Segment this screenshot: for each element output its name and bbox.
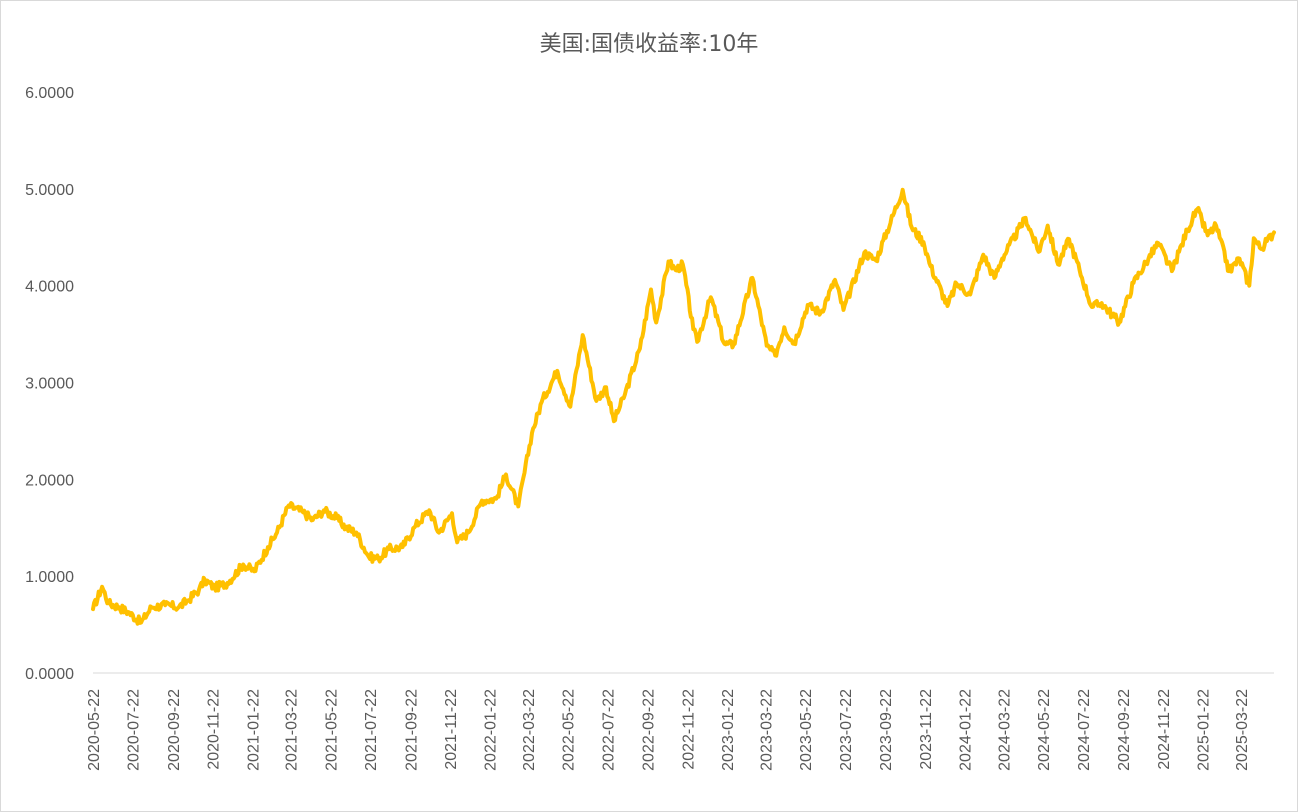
- x-tick-label: 2021-05-22: [323, 689, 340, 771]
- x-tick-label: 2021-09-22: [403, 689, 420, 771]
- x-tick-label: 2023-09-22: [878, 689, 895, 771]
- x-tick-label: 2024-09-22: [1116, 689, 1133, 771]
- y-tick-label: 1.0000: [25, 569, 74, 586]
- series-line: [91, 187, 1276, 626]
- x-tick-label: 2023-01-22: [720, 689, 737, 771]
- x-tick-label: 2023-11-22: [918, 689, 935, 770]
- x-tick-label: 2021-11-22: [443, 689, 460, 770]
- x-tick-label: 2022-03-22: [521, 689, 538, 771]
- x-tick-label: 2022-01-22: [483, 689, 500, 771]
- y-tick-label: 4.0000: [25, 279, 74, 296]
- x-tick-label: 2020-11-22: [206, 689, 223, 770]
- x-tick-label: 2022-05-22: [561, 689, 578, 771]
- x-tick-label: 2024-01-22: [957, 689, 974, 771]
- x-tick-label: 2023-07-22: [838, 689, 855, 771]
- y-tick-label: 6.0000: [25, 85, 74, 102]
- x-tick-label: 2021-01-22: [245, 689, 262, 771]
- y-tick-label: 2.0000: [25, 472, 74, 489]
- y-tick-label: 0.0000: [25, 666, 74, 683]
- x-tick-label: 2022-11-22: [680, 689, 697, 770]
- x-tick-label: 2020-09-22: [166, 689, 183, 771]
- x-tick-label: 2021-07-22: [363, 689, 380, 771]
- y-tick-label: 3.0000: [25, 376, 74, 393]
- x-tick-label: 2021-03-22: [284, 689, 301, 771]
- x-tick-label: 2025-01-22: [1195, 689, 1212, 771]
- x-tick-label: 2020-07-22: [126, 689, 143, 771]
- x-tick-label: 2020-05-22: [86, 689, 103, 771]
- x-tick-label: 2023-03-22: [758, 689, 775, 771]
- x-tick-label: 2022-07-22: [600, 689, 617, 771]
- x-tick-label: 2023-05-22: [798, 689, 815, 771]
- x-tick-label: 2022-09-22: [641, 689, 658, 771]
- y-tick-label: 5.0000: [25, 182, 74, 199]
- x-tick-label: 2024-03-22: [996, 689, 1013, 771]
- chart-title: 美国:国债收益率:10年: [539, 32, 759, 57]
- x-tick-label: 2024-05-22: [1036, 689, 1053, 771]
- x-tick-label: 2025-03-22: [1234, 689, 1251, 771]
- x-tick-label: 2024-11-22: [1156, 689, 1173, 770]
- x-tick-label: 2024-07-22: [1076, 689, 1093, 771]
